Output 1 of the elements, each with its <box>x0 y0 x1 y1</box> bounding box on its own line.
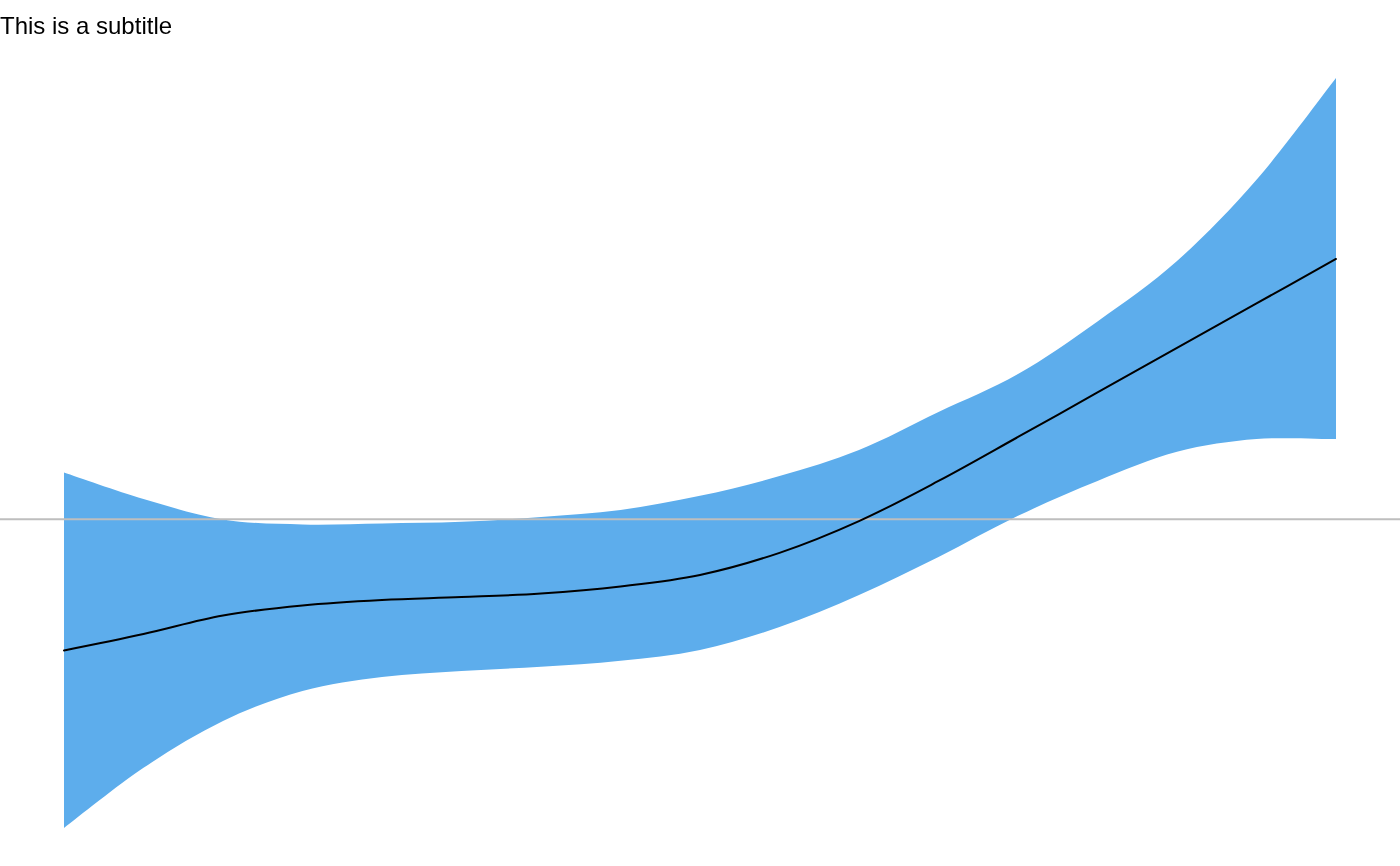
chart-subtitle: This is a subtitle <box>0 11 173 39</box>
